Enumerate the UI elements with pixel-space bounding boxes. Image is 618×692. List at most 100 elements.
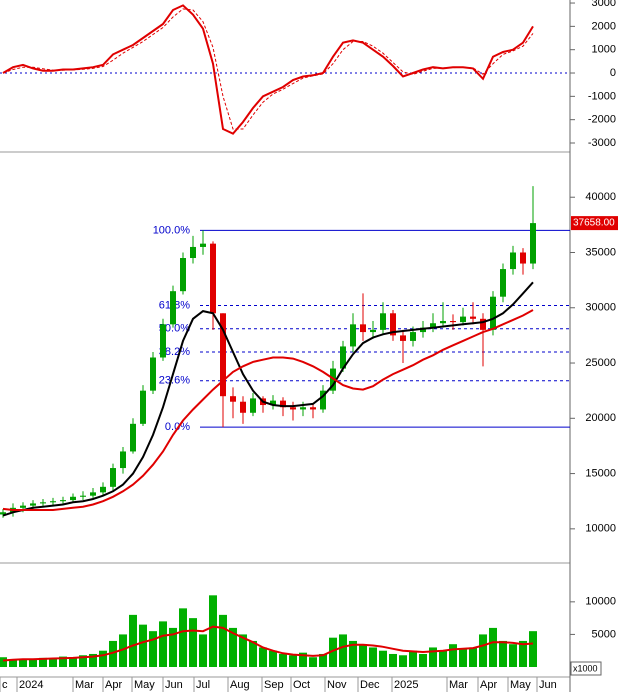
x-tick-label: Jun — [165, 679, 183, 691]
volume-bar — [419, 653, 427, 667]
y-tick-label: -1000 — [588, 90, 616, 102]
candle-body — [460, 316, 466, 323]
candle-body — [320, 390, 326, 410]
x-tick-label: Sep — [264, 679, 284, 691]
y-tick-label: 10000 — [585, 523, 616, 535]
y-tick-label: -3000 — [588, 137, 616, 149]
volume-bar — [59, 656, 67, 667]
volume-bar — [229, 627, 237, 667]
volume-bar — [69, 657, 77, 667]
candle-body — [470, 316, 476, 319]
x-tick-label: Aug — [230, 679, 250, 691]
volume-bar — [219, 614, 227, 667]
fib-label: 50.0% — [159, 323, 190, 335]
y-tick-label: 10000 — [585, 596, 616, 608]
candle-body — [270, 400, 276, 406]
candle-body — [300, 407, 306, 410]
candle-body — [230, 396, 236, 402]
x-tick-label: Mar — [449, 679, 468, 691]
candle-body — [170, 291, 176, 325]
candle-body — [140, 390, 146, 424]
volume-bar — [199, 634, 207, 667]
volume-bar — [49, 658, 57, 667]
volume-bar — [399, 655, 407, 667]
volume-bar — [289, 655, 297, 667]
volume-bar — [169, 627, 177, 667]
candle-body — [200, 243, 206, 247]
candle-body — [0, 512, 6, 515]
volume-bar — [479, 634, 487, 667]
candle-body — [480, 318, 486, 330]
y-tick-label: 35000 — [585, 246, 616, 258]
volume-bar — [409, 650, 417, 667]
x-tick-label: Dec — [360, 679, 380, 691]
candle-body — [520, 252, 526, 264]
volume-bar — [319, 653, 327, 667]
candle-body — [370, 329, 376, 333]
fib-label: 100.0% — [153, 224, 191, 236]
volume-bar — [19, 658, 27, 667]
y-tick-label: 25000 — [585, 357, 616, 369]
candle-body — [220, 313, 226, 397]
unit-label: x1000 — [573, 663, 598, 673]
candle-body — [50, 501, 56, 503]
volume-bar — [519, 640, 527, 667]
volume-bar — [489, 627, 497, 667]
volume-bar — [349, 640, 357, 667]
candle-body — [100, 486, 106, 493]
volume-bar — [299, 652, 307, 667]
candle-body — [180, 258, 186, 292]
candle-body — [120, 451, 126, 469]
volume-bar — [89, 653, 97, 667]
volume-bar — [439, 650, 447, 667]
volume-bar — [159, 621, 167, 667]
candle-body — [190, 246, 196, 259]
x-tick-label: 2024 — [19, 679, 43, 691]
y-tick-label: -2000 — [588, 114, 616, 126]
candle-body — [20, 505, 26, 508]
volume-bar — [189, 618, 197, 667]
unit-box — [570, 661, 602, 676]
y-tick-label: 0 — [610, 67, 616, 79]
line — [2, 281, 534, 517]
volume-bar — [149, 631, 157, 667]
candle-body — [510, 252, 516, 270]
candle-body — [530, 223, 536, 264]
y-tick-label: 1000 — [592, 44, 616, 56]
last-price-label: 37658.00 — [573, 218, 615, 229]
y-tick-label: 15000 — [585, 467, 616, 479]
volume-bar — [529, 631, 537, 667]
volume-bar — [509, 644, 517, 667]
candle-body — [70, 496, 76, 501]
volume-bar — [379, 650, 387, 667]
volume-bar — [429, 647, 437, 667]
candle-body — [430, 323, 436, 328]
y-tick-label: 20000 — [585, 412, 616, 424]
candle-body — [500, 269, 506, 297]
x-tick-label: c — [2, 679, 8, 691]
y-tick-label: 40000 — [585, 191, 616, 203]
candle-body — [440, 321, 446, 324]
candle-body — [60, 500, 66, 502]
candle-body — [90, 492, 96, 496]
volume-bar — [369, 647, 377, 667]
volume-bar — [499, 640, 507, 667]
candle-body — [250, 398, 256, 413]
line — [2, 625, 534, 662]
x-tick-label: Apr — [480, 679, 497, 691]
volume-bar — [279, 653, 287, 667]
volume-bar — [139, 624, 147, 667]
volume-bar — [109, 640, 117, 667]
candle-body — [450, 321, 456, 323]
candle-body — [310, 407, 316, 410]
volume-bar — [39, 657, 47, 667]
candle-body — [80, 495, 86, 497]
candle-body — [150, 357, 156, 391]
volume-bar — [239, 634, 247, 667]
volume-bar — [249, 640, 257, 667]
x-tick-label: Nov — [327, 679, 347, 691]
candle-body — [130, 423, 136, 452]
candle-body — [350, 324, 356, 347]
